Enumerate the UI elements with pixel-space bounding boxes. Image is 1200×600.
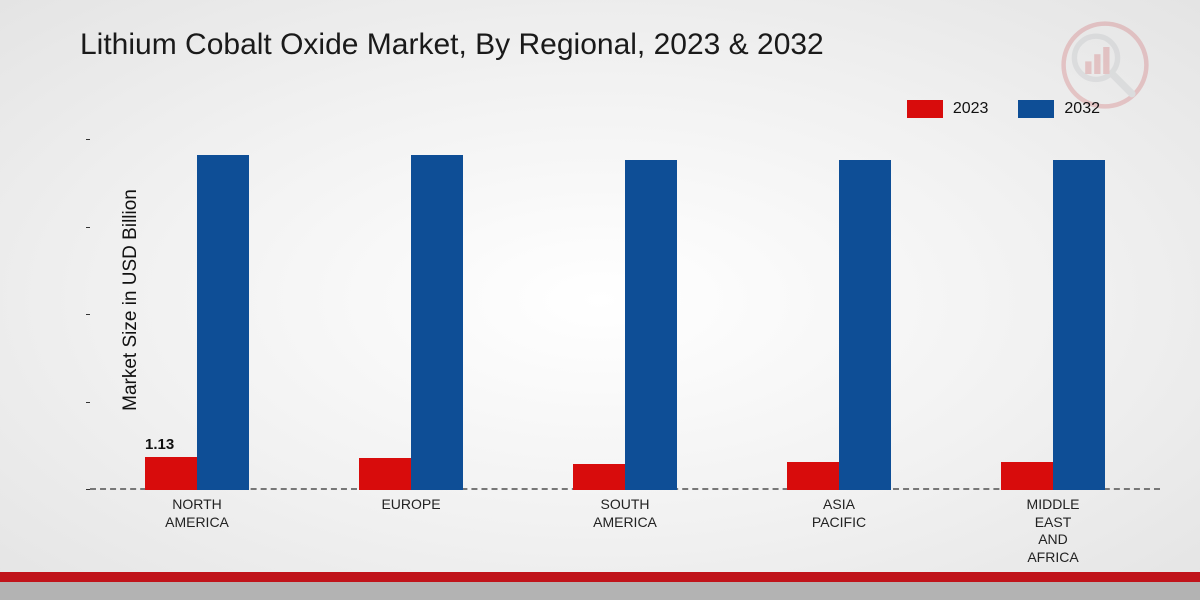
legend: 2023 2032 [907, 100, 1100, 118]
y-tick [86, 139, 90, 140]
value-label: 1.13 [145, 436, 174, 453]
bar-2032 [197, 155, 249, 490]
bar-2023 [145, 457, 197, 490]
y-tick [86, 314, 90, 315]
y-tick [86, 227, 90, 228]
bar-pair [787, 160, 891, 490]
footer-grey-bar [0, 582, 1200, 600]
bar-2032 [839, 160, 891, 490]
bar-pair [359, 155, 463, 490]
bar-2023 [573, 464, 625, 490]
bar-2023 [787, 462, 839, 490]
category-label: ASIAPACIFIC [812, 496, 866, 531]
y-tick [86, 402, 90, 403]
bar-2023 [359, 458, 411, 490]
bar-2032 [625, 160, 677, 490]
category-label: EUROPE [381, 496, 440, 514]
category-axis: NORTHAMERICA EUROPE SOUTHAMERICA ASIAPACIFI… [90, 490, 1160, 570]
chart-title: Lithium Cobalt Oxide Market, By Regional… [80, 28, 824, 62]
category-label: SOUTHAMERICA [593, 496, 657, 531]
legend-item-2032: 2032 [1018, 100, 1100, 118]
bar-2032 [411, 155, 463, 490]
plot-area: 1.13 [90, 140, 1160, 490]
legend-swatch-2032 [1018, 100, 1054, 118]
watermark-logo-icon [1060, 20, 1150, 110]
bar-2023 [1001, 462, 1053, 490]
legend-label-2023: 2023 [953, 100, 989, 118]
footer-red-band [0, 572, 1200, 582]
legend-item-2023: 2023 [907, 100, 989, 118]
legend-swatch-2023 [907, 100, 943, 118]
bar-pair [1001, 160, 1105, 490]
bar-2032 [1053, 160, 1105, 490]
bar-pair [573, 160, 677, 490]
category-label: NORTHAMERICA [165, 496, 229, 531]
legend-label-2032: 2032 [1064, 100, 1100, 118]
category-label: MIDDLEEASTANDAFRICA [1027, 496, 1080, 566]
